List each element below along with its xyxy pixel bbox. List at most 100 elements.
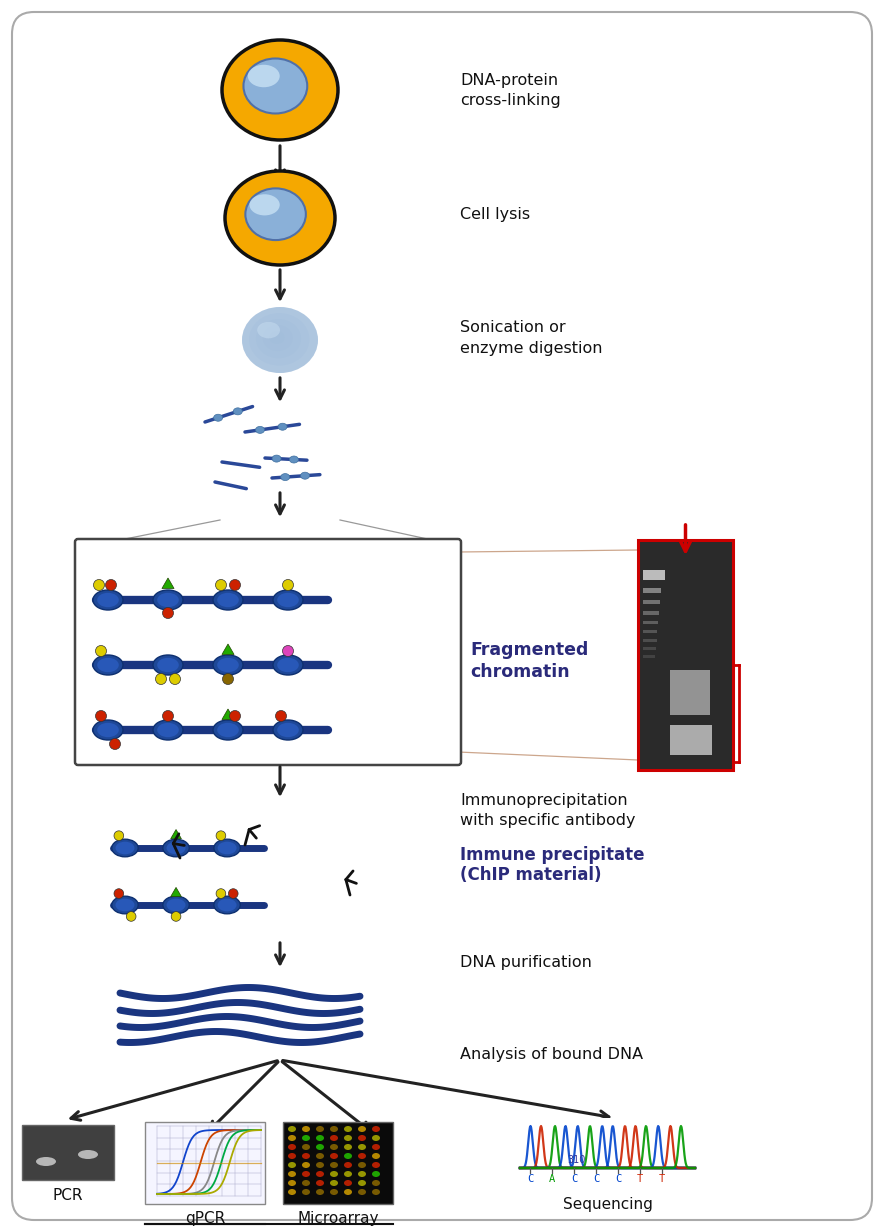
Ellipse shape <box>278 593 299 607</box>
Bar <box>643 611 659 615</box>
Ellipse shape <box>248 313 309 366</box>
Bar <box>643 655 655 658</box>
Text: Analysis of bound DNA: Analysis of bound DNA <box>460 1047 644 1062</box>
Bar <box>643 570 665 580</box>
Ellipse shape <box>358 1126 366 1132</box>
Ellipse shape <box>217 593 239 607</box>
Text: (ChIP material): (ChIP material) <box>460 866 601 885</box>
Text: chromatin: chromatin <box>470 663 569 681</box>
Text: Sequencing: Sequencing <box>562 1196 652 1211</box>
Circle shape <box>110 738 120 749</box>
Ellipse shape <box>217 658 239 673</box>
Ellipse shape <box>97 723 118 737</box>
Text: Microarray: Microarray <box>297 1211 378 1227</box>
Ellipse shape <box>270 330 285 344</box>
Text: C: C <box>571 1174 577 1184</box>
Text: T: T <box>659 1174 665 1184</box>
Circle shape <box>95 711 106 722</box>
Ellipse shape <box>281 473 290 480</box>
Ellipse shape <box>330 1189 338 1195</box>
Ellipse shape <box>302 1135 310 1141</box>
Ellipse shape <box>263 325 293 351</box>
Ellipse shape <box>372 1189 380 1195</box>
Ellipse shape <box>330 1153 338 1159</box>
Text: C: C <box>615 1174 621 1184</box>
Ellipse shape <box>302 1145 310 1149</box>
Circle shape <box>216 888 225 898</box>
Ellipse shape <box>157 723 179 737</box>
Ellipse shape <box>217 898 237 912</box>
Ellipse shape <box>278 658 299 673</box>
Ellipse shape <box>344 1153 352 1159</box>
Text: cross-linking: cross-linking <box>460 92 560 107</box>
Circle shape <box>163 711 173 722</box>
Bar <box>643 639 657 642</box>
Ellipse shape <box>214 896 240 914</box>
Ellipse shape <box>233 408 242 415</box>
Ellipse shape <box>116 841 134 854</box>
Ellipse shape <box>302 1162 310 1168</box>
Ellipse shape <box>111 839 138 856</box>
Bar <box>643 600 660 604</box>
Circle shape <box>283 646 293 657</box>
Circle shape <box>276 711 286 722</box>
Ellipse shape <box>372 1153 380 1159</box>
Ellipse shape <box>372 1126 380 1132</box>
Polygon shape <box>222 644 234 654</box>
Ellipse shape <box>242 307 318 373</box>
Ellipse shape <box>358 1180 366 1186</box>
Ellipse shape <box>255 319 301 359</box>
Ellipse shape <box>225 171 335 265</box>
Ellipse shape <box>372 1162 380 1168</box>
Ellipse shape <box>288 1126 296 1132</box>
Ellipse shape <box>249 195 279 216</box>
Text: DNA-protein: DNA-protein <box>460 73 558 87</box>
Text: Cell lysis: Cell lysis <box>460 207 530 223</box>
Ellipse shape <box>153 719 183 740</box>
Circle shape <box>156 674 166 685</box>
Ellipse shape <box>289 456 299 463</box>
Bar <box>670 724 712 755</box>
Ellipse shape <box>273 590 303 610</box>
Text: A: A <box>549 1174 555 1184</box>
Text: DNA purification: DNA purification <box>460 956 592 971</box>
Ellipse shape <box>344 1180 352 1186</box>
Ellipse shape <box>358 1145 366 1149</box>
Circle shape <box>223 674 233 685</box>
Ellipse shape <box>330 1145 338 1149</box>
Circle shape <box>230 711 240 722</box>
Circle shape <box>163 607 173 618</box>
Ellipse shape <box>213 590 243 610</box>
Ellipse shape <box>273 655 303 675</box>
Ellipse shape <box>116 898 134 912</box>
Ellipse shape <box>372 1180 380 1186</box>
FancyBboxPatch shape <box>12 12 872 1220</box>
Ellipse shape <box>302 1180 310 1186</box>
Ellipse shape <box>153 655 183 675</box>
Polygon shape <box>171 887 181 897</box>
Ellipse shape <box>97 658 118 673</box>
Polygon shape <box>171 829 181 839</box>
Ellipse shape <box>166 898 186 912</box>
Text: C: C <box>593 1174 599 1184</box>
Ellipse shape <box>288 1145 296 1149</box>
Ellipse shape <box>97 593 118 607</box>
Ellipse shape <box>316 1189 324 1195</box>
Ellipse shape <box>214 839 240 856</box>
Ellipse shape <box>213 719 243 740</box>
FancyBboxPatch shape <box>75 540 461 765</box>
Ellipse shape <box>111 896 138 914</box>
Text: qPCR: qPCR <box>185 1211 225 1227</box>
Ellipse shape <box>358 1135 366 1141</box>
Bar <box>22 1125 114 1180</box>
Ellipse shape <box>163 839 189 856</box>
Ellipse shape <box>302 1153 310 1159</box>
Ellipse shape <box>358 1153 366 1159</box>
Text: Sonication or: Sonication or <box>460 319 566 335</box>
Ellipse shape <box>257 322 280 339</box>
Circle shape <box>230 579 240 590</box>
Bar <box>145 1122 265 1204</box>
Polygon shape <box>162 578 174 589</box>
Ellipse shape <box>372 1145 380 1149</box>
Ellipse shape <box>316 1162 324 1168</box>
